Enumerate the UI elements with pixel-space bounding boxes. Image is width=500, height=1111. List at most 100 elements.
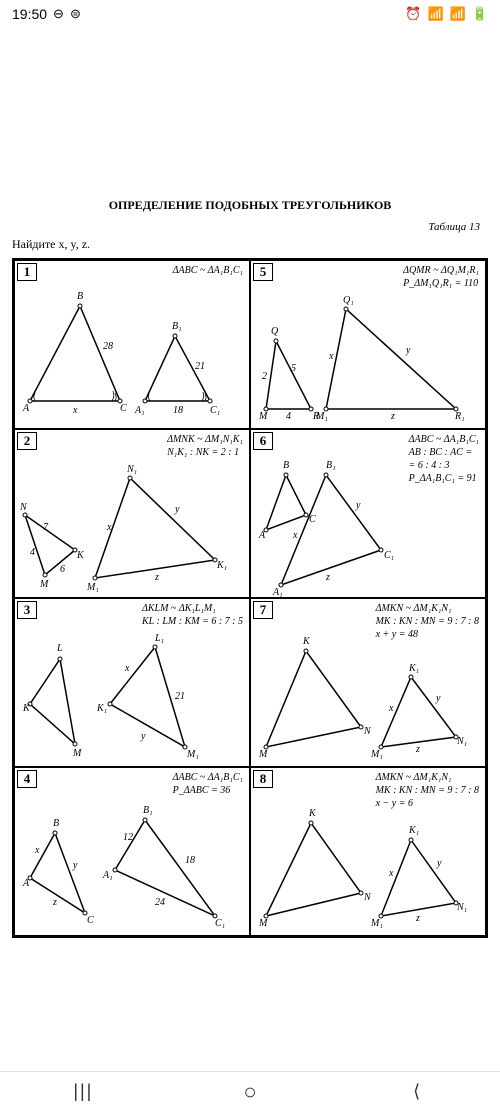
- svg-text:M₁: M₁: [370, 749, 383, 760]
- svg-text:K: K: [22, 703, 31, 714]
- svg-text:M₁: M₁: [186, 749, 199, 760]
- svg-text:N₁: N₁: [126, 464, 137, 475]
- diagram-5: MQR 254 M₁Q₁R₁ xyz: [251, 261, 481, 429]
- svg-text:A: A: [22, 403, 30, 414]
- worksheet-page: ОПРЕДЕЛЕНИЕ ПОДОБНЫХ ТРЕУГОЛЬНИКОВ Табли…: [0, 198, 500, 938]
- recent-apps-button[interactable]: |||: [63, 1081, 103, 1102]
- svg-text:B₁: B₁: [326, 460, 336, 471]
- svg-text:x: x: [292, 530, 298, 541]
- svg-text:y: y: [140, 731, 146, 742]
- svg-text:x: x: [328, 351, 334, 362]
- cell-number: 2: [17, 432, 37, 450]
- svg-text:x: x: [72, 405, 78, 416]
- diagram-8: MKN M₁K₁N₁ xyz: [251, 768, 481, 936]
- cell-number: 7: [253, 601, 273, 619]
- status-time: 19:50: [12, 6, 47, 22]
- diagram-2: NMK 746 M₁N₁K₁ xyz: [15, 430, 245, 598]
- problem-cell-7: 7 ΔMKN ~ ΔM₁K₁N₁ MK : KN : MN = 9 : 7 : …: [250, 598, 486, 767]
- status-left: 19:50 ⊖ ⊜: [12, 6, 81, 22]
- svg-text:21: 21: [175, 691, 185, 702]
- cell-number: 3: [17, 601, 37, 619]
- svg-text:z: z: [154, 572, 159, 583]
- svg-text:B: B: [53, 818, 59, 829]
- svg-text:21: 21: [195, 361, 205, 372]
- diagram-3: KLM K₁L₁M₁ x21y: [15, 599, 245, 767]
- cell-number: 4: [17, 770, 37, 788]
- svg-text:z: z: [415, 913, 420, 924]
- svg-text:A₁: A₁: [272, 587, 283, 598]
- svg-text:N: N: [363, 726, 372, 737]
- cell-number: 1: [17, 263, 37, 281]
- svg-text:2: 2: [262, 371, 267, 382]
- svg-text:C: C: [87, 915, 94, 926]
- svg-text:A: A: [258, 530, 266, 541]
- svg-text:y: y: [72, 860, 78, 871]
- svg-text:B: B: [77, 291, 83, 302]
- svg-text:28: 28: [103, 341, 113, 352]
- problem-cell-4: 4 ΔABC ~ ΔA₁B₁C₁ P_ΔABC = 36 ABC xyz A₁B…: [14, 767, 250, 936]
- svg-text:4: 4: [286, 411, 291, 422]
- svg-text:N₁: N₁: [456, 902, 467, 913]
- diagram-6: ABC A₁B₁C₁ xyz: [251, 430, 481, 598]
- svg-text:M₁: M₁: [86, 582, 99, 593]
- svg-text:y: y: [436, 858, 442, 869]
- svg-text:K: K: [76, 550, 85, 561]
- home-button[interactable]: ○: [230, 1079, 270, 1105]
- problem-cell-8: 8 ΔMKN ~ ΔM₁K₁N₁ MK : KN : MN = 9 : 7 : …: [250, 767, 486, 936]
- svg-text:B₁: B₁: [143, 805, 153, 816]
- svg-text:K₁: K₁: [408, 663, 419, 674]
- cell-number: 8: [253, 770, 273, 788]
- svg-text:N: N: [19, 502, 28, 513]
- svg-text:K₁: K₁: [96, 703, 107, 714]
- svg-text:M₁: M₁: [370, 918, 383, 929]
- svg-text:K₁: K₁: [216, 560, 227, 571]
- svg-text:M₁: M₁: [315, 411, 328, 422]
- svg-text:L₁: L₁: [154, 633, 164, 644]
- problem-cell-6: 6 ΔABC ~ ΔA₁B₁C₁ AB : BC : AC = = 6 : 4 …: [250, 429, 486, 598]
- svg-text:12: 12: [123, 832, 133, 843]
- svg-text:Q₁: Q₁: [343, 295, 354, 306]
- svg-text:M: M: [39, 579, 49, 590]
- svg-text:y: y: [405, 345, 411, 356]
- svg-text:24: 24: [155, 897, 165, 908]
- diagram-1: ABC 28x A₁B₁C₁ 2118: [15, 261, 245, 429]
- svg-text:M: M: [258, 918, 268, 929]
- problem-cell-1: 1 ΔABC ~ ΔA₁B₁C₁ ABC 28x A₁B₁C₁ 2: [14, 260, 250, 429]
- svg-text:x: x: [124, 663, 130, 674]
- svg-text:x: x: [388, 868, 394, 879]
- status-bar: 19:50 ⊖ ⊜ ⏰ 📶 📶 🔋: [0, 0, 500, 28]
- svg-text:y: y: [355, 500, 361, 511]
- svg-text:B: B: [283, 460, 289, 471]
- svg-text:N: N: [363, 892, 372, 903]
- wifi-icon: 📶: [427, 6, 443, 22]
- signal-icon: 📶: [450, 6, 466, 22]
- problem-grid: 1 ΔABC ~ ΔA₁B₁C₁ ABC 28x A₁B₁C₁ 2: [12, 258, 488, 938]
- svg-text:y: y: [435, 693, 441, 704]
- back-button[interactable]: ⟨: [397, 1081, 437, 1102]
- svg-text:A₁: A₁: [102, 870, 113, 881]
- diagram-7: MKN M₁K₁N₁ xyz: [251, 599, 481, 767]
- cell-number: 6: [253, 432, 273, 450]
- svg-text:K: K: [302, 636, 311, 647]
- problem-cell-3: 3 ΔKLM ~ ΔK₁L₁M₁ KL : LM : KM = 6 : 7 : …: [14, 598, 250, 767]
- svg-text:18: 18: [185, 855, 195, 866]
- svg-text:5: 5: [291, 363, 296, 374]
- svg-text:z: z: [390, 411, 395, 422]
- svg-text:A₁: A₁: [134, 405, 145, 416]
- svg-text:N₁: N₁: [456, 736, 467, 747]
- svg-text:C: C: [120, 403, 127, 414]
- svg-text:C₁: C₁: [210, 405, 220, 416]
- svg-text:R₁: R₁: [454, 411, 465, 422]
- svg-text:M: M: [258, 411, 268, 422]
- content-area[interactable]: ОПРЕДЕЛЕНИЕ ПОДОБНЫХ ТРЕУГОЛЬНИКОВ Табли…: [0, 28, 500, 1071]
- svg-text:A: A: [22, 878, 30, 889]
- status-right: ⏰ 📶 📶 🔋: [405, 6, 488, 22]
- svg-text:L: L: [56, 643, 63, 654]
- page-title: ОПРЕДЕЛЕНИЕ ПОДОБНЫХ ТРЕУГОЛЬНИКОВ: [12, 198, 488, 213]
- svg-text:x: x: [34, 845, 40, 856]
- svg-text:18: 18: [173, 405, 183, 416]
- svg-text:x: x: [388, 703, 394, 714]
- svg-text:4: 4: [30, 547, 35, 558]
- status-icon-2: ⊜: [70, 6, 81, 22]
- table-label: Таблица 13: [12, 221, 488, 233]
